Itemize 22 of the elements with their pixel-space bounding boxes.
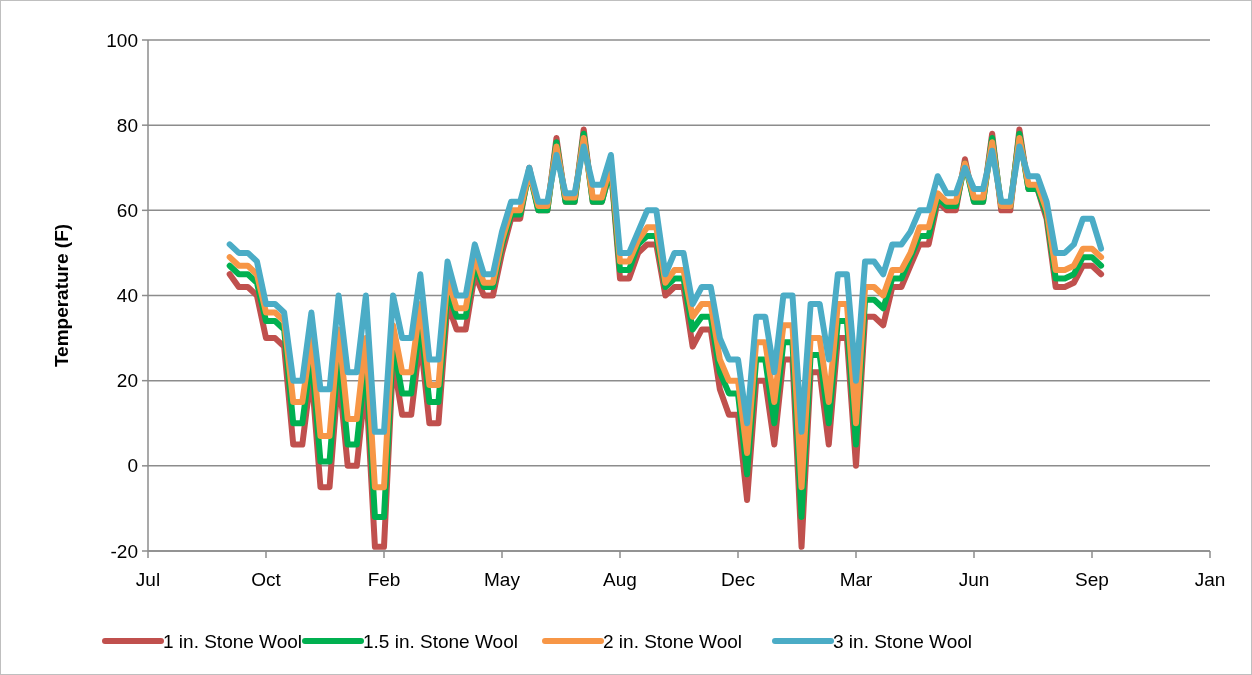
y-tick-label: 0 (127, 455, 138, 477)
x-tick-label: Mar (839, 569, 874, 590)
x-tick-label: Jan (1194, 569, 1226, 590)
legend-label: 1.5 in. Stone Wool (363, 630, 518, 652)
y-tick-label: 60 (116, 199, 138, 221)
y-axis-title: Temperature (F) (51, 223, 72, 368)
x-tick-label: Jul (135, 569, 161, 590)
legend-label: 3 in. Stone Wool (833, 630, 973, 652)
y-tick-label: 80 (116, 114, 138, 136)
x-tick-label: Dec (721, 569, 755, 590)
x-tick-label: Jun (958, 569, 990, 590)
y-tick-label: -20 (110, 540, 138, 562)
x-tick-label: Aug (603, 569, 637, 590)
y-tick-label: 40 (116, 285, 138, 307)
y-tick-label: 100 (106, 29, 138, 51)
x-tick-label: Sep (1075, 569, 1109, 590)
legend-label: 1 in. Stone Wool (163, 630, 303, 652)
y-tick-label: 20 (116, 370, 138, 392)
x-tick-label: May (484, 569, 521, 590)
x-tick-label: Oct (251, 569, 282, 590)
legend-label: 2 in. Stone Wool (603, 630, 743, 652)
x-tick-label: Feb (367, 569, 401, 590)
